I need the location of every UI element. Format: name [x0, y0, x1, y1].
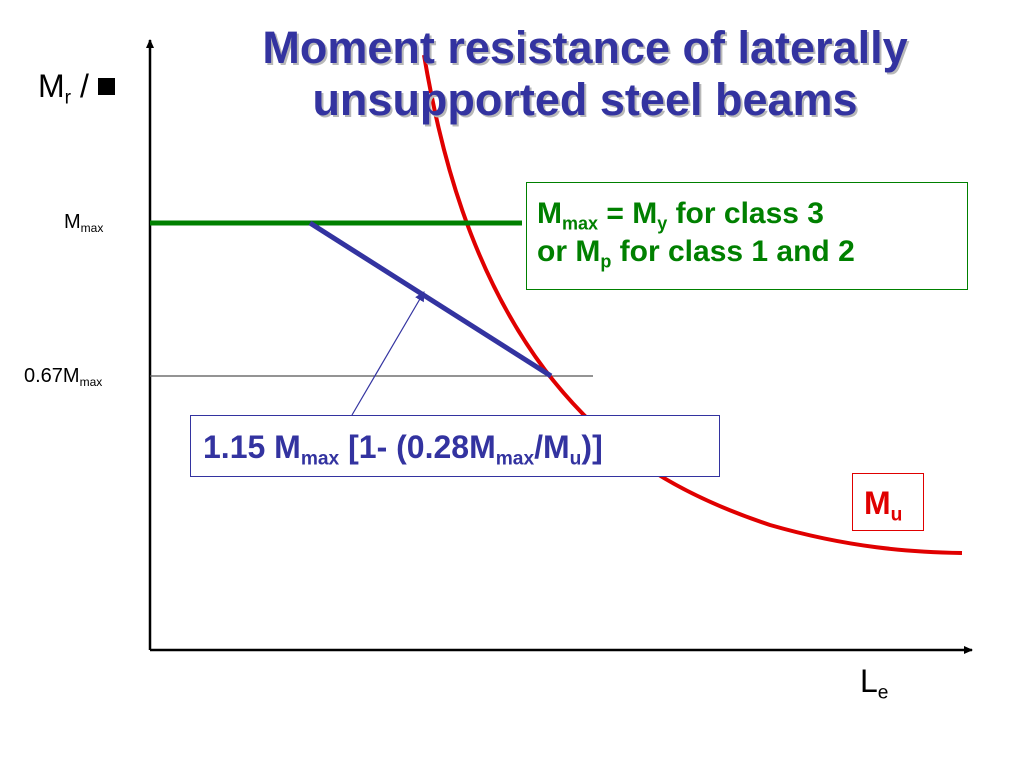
y-axis-symbol: M [38, 68, 65, 104]
y-axis-label: Mr / [38, 68, 115, 108]
title-line-1: Moment resistance of laterally [262, 22, 908, 73]
level-067-label: 0.67Mmax [24, 365, 103, 390]
mmax-callout-line-1: Mmax = My for class 3 [537, 197, 824, 234]
page-title: Moment resistance of laterally unsupport… [150, 22, 1020, 126]
formula-pointer-arrow [351, 291, 425, 416]
inelastic-line [308, 220, 553, 379]
y-axis-suffix: / [79, 68, 98, 104]
mmax-level-label: Mmax [64, 211, 104, 236]
mu-label-box: Mu [852, 473, 924, 531]
mmax-callout-line-2: or Mp for class 1 and 2 [537, 235, 855, 272]
x-axis-label: Le [860, 663, 889, 704]
y-axis-subscript: r [64, 87, 72, 109]
black-square-icon [97, 78, 115, 95]
mmax-callout-box: Mmax = My for class 3 or Mp for class 1 … [526, 182, 968, 290]
formula-box: 1.15 Mmax [1- (0.28Mmax/Mu)] [190, 415, 720, 477]
title-line-2: unsupported steel beams [312, 74, 858, 125]
